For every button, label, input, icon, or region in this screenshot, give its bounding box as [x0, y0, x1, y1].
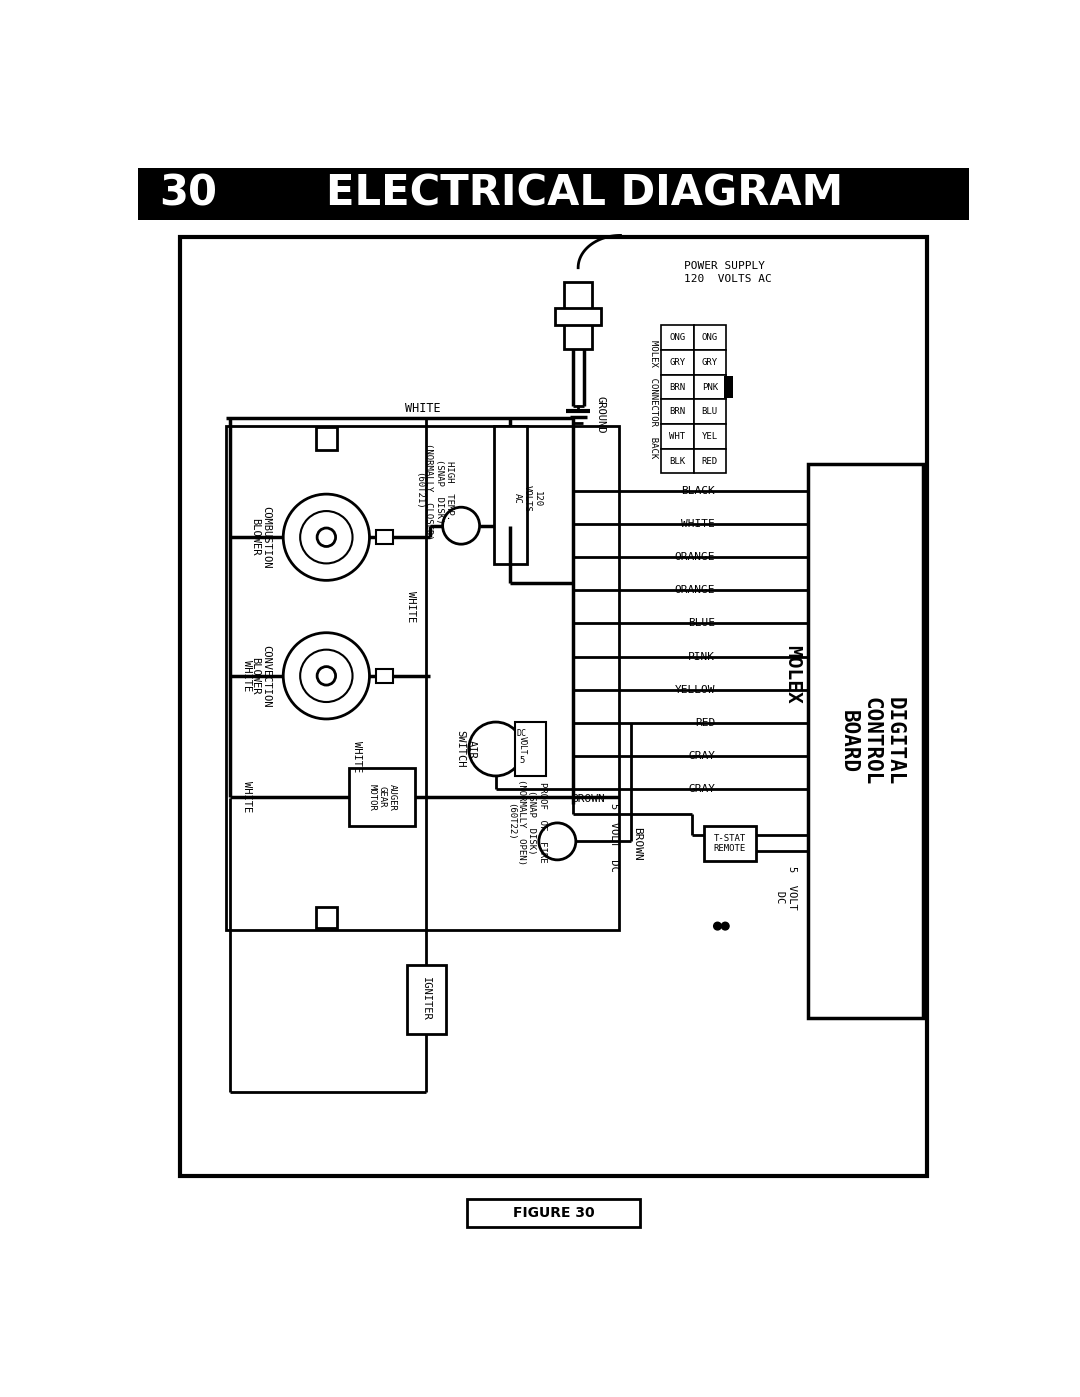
Text: ORANGE: ORANGE	[675, 585, 715, 595]
Text: WHITE: WHITE	[242, 781, 252, 813]
Text: GRY: GRY	[670, 358, 686, 367]
Bar	[693, 374, 726, 400]
Bar	[661, 425, 693, 448]
Text: RED: RED	[702, 457, 718, 465]
Text: COMBUSTION
BLOWER: COMBUSTION BLOWER	[251, 506, 272, 569]
Text: ONG: ONG	[702, 334, 718, 342]
Text: HIGH  TEMP.
(SNAP  DISK)
(NORMALLY  CLOSED)
(60T21): HIGH TEMP. (SNAP DISK) (NORMALLY CLOSED)…	[414, 443, 455, 539]
Text: GRAY: GRAY	[688, 752, 715, 761]
Circle shape	[318, 528, 336, 546]
Text: GRY: GRY	[702, 358, 718, 367]
Text: WHITE: WHITE	[242, 661, 252, 692]
Bar	[661, 351, 693, 374]
Text: MOLEX  CONNECTOR  BACK: MOLEX CONNECTOR BACK	[649, 341, 658, 458]
Text: 30: 30	[159, 173, 217, 215]
Circle shape	[283, 633, 369, 719]
Text: RED: RED	[694, 718, 715, 728]
Circle shape	[300, 650, 352, 703]
Text: BLACK: BLACK	[681, 486, 715, 496]
Bar	[693, 400, 726, 425]
Text: POWER SUPPLY: POWER SUPPLY	[685, 261, 766, 271]
Bar	[808, 464, 923, 1018]
Bar	[661, 448, 693, 474]
Text: WHT: WHT	[670, 432, 686, 441]
Circle shape	[714, 922, 721, 930]
Bar	[180, 237, 927, 1176]
Bar	[693, 448, 726, 474]
Bar	[693, 425, 726, 448]
Text: GROUND: GROUND	[595, 397, 605, 433]
Text: YELLOW: YELLOW	[675, 685, 715, 694]
Text: 5  VOLT
   DC: 5 VOLT DC	[775, 866, 797, 909]
Bar	[693, 351, 726, 374]
Text: IGNITER: IGNITER	[421, 978, 431, 1021]
Text: BLUE: BLUE	[688, 619, 715, 629]
Bar	[315, 907, 337, 929]
Text: PROOF  OF  FIRE
(SNAP  DISK)
(NORMALLY  OPEN)
(60T22): PROOF OF FIRE (SNAP DISK) (NORMALLY OPEN…	[507, 780, 546, 865]
Circle shape	[443, 507, 480, 545]
Bar	[693, 326, 726, 351]
Text: T-STAT
REMOTE: T-STAT REMOTE	[714, 834, 746, 854]
Text: 120  VOLTS AC: 120 VOLTS AC	[685, 274, 772, 285]
Text: ONG: ONG	[670, 334, 686, 342]
Text: ORANGE: ORANGE	[675, 552, 715, 562]
Bar	[468, 1200, 639, 1227]
Text: 5  VOLT  DC: 5 VOLT DC	[608, 803, 619, 872]
Text: YEL: YEL	[702, 432, 718, 441]
Text: MOLEX: MOLEX	[783, 645, 801, 704]
Text: WHITE: WHITE	[405, 402, 441, 415]
Bar	[555, 307, 602, 324]
Bar	[315, 427, 337, 450]
Text: VOLT: VOLT	[517, 736, 526, 754]
Text: BLU: BLU	[702, 408, 718, 416]
Text: PINK: PINK	[688, 651, 715, 662]
Bar	[515, 722, 545, 775]
Bar	[724, 376, 733, 398]
Circle shape	[300, 511, 352, 563]
Text: DC: DC	[517, 729, 527, 738]
Circle shape	[469, 722, 523, 775]
Text: BROWN: BROWN	[632, 827, 642, 861]
Bar	[564, 282, 592, 349]
Text: ELECTRICAL DIAGRAM: ELECTRICAL DIAGRAM	[326, 173, 842, 215]
Circle shape	[318, 666, 336, 685]
Bar	[350, 768, 415, 826]
Text: BLK: BLK	[670, 457, 686, 465]
Text: WHITE: WHITE	[352, 740, 362, 773]
Text: BROWN: BROWN	[571, 793, 605, 805]
Bar	[407, 964, 446, 1034]
Circle shape	[283, 495, 369, 580]
Bar	[377, 669, 393, 683]
Text: WHITE: WHITE	[681, 520, 715, 529]
Text: BRN: BRN	[670, 408, 686, 416]
Text: AUGER
GEAR
MOTOR: AUGER GEAR MOTOR	[367, 784, 397, 810]
Text: PNK: PNK	[702, 383, 718, 391]
Text: FIGURE 30: FIGURE 30	[513, 1206, 594, 1221]
Bar	[704, 826, 756, 861]
Bar	[661, 374, 693, 400]
Text: BRN: BRN	[670, 383, 686, 391]
Circle shape	[721, 922, 729, 930]
Text: 120
VOLTS
AC: 120 VOLTS AC	[512, 485, 542, 513]
Bar	[661, 400, 693, 425]
Text: WHITE: WHITE	[406, 591, 416, 622]
Bar	[226, 426, 619, 930]
Bar	[661, 326, 693, 351]
Text: 5: 5	[519, 756, 525, 766]
Text: DIGITAL
CONTROL
BOARD: DIGITAL CONTROL BOARD	[838, 697, 905, 785]
Bar	[138, 168, 970, 219]
Text: AIR
SWITCH: AIR SWITCH	[456, 731, 477, 768]
Text: GRAY: GRAY	[688, 784, 715, 793]
Bar	[495, 426, 527, 564]
Circle shape	[539, 823, 576, 861]
Bar	[377, 531, 393, 545]
Text: CONVECTION
BLOWER: CONVECTION BLOWER	[251, 644, 272, 707]
